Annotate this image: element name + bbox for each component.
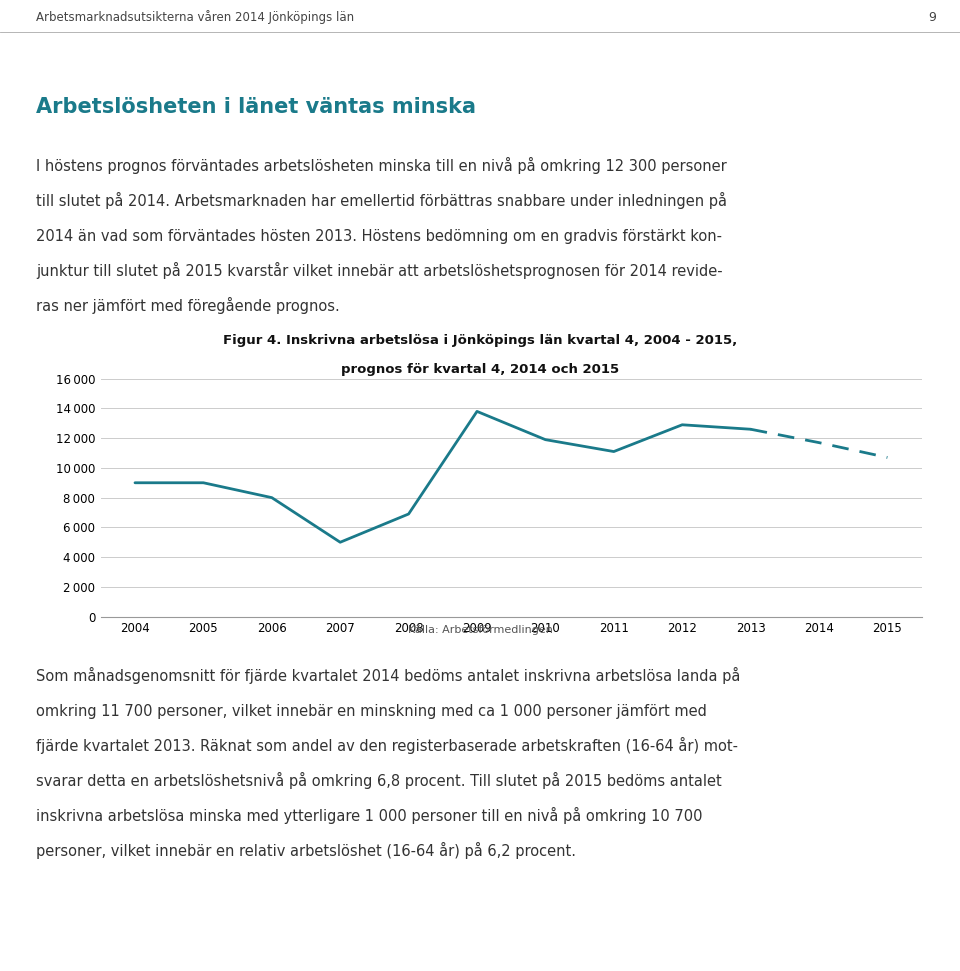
Text: Källa: Arbetsförmedlingen: Källa: Arbetsförmedlingen	[408, 625, 552, 635]
Text: omkring 11 700 personer, vilket innebär en minskning med ca 1 000 personer jämfö: omkring 11 700 personer, vilket innebär …	[36, 704, 708, 719]
Text: personer, vilket innebär en relativ arbetslöshet (16-64 år) på 6,2 procent.: personer, vilket innebär en relativ arbe…	[36, 842, 576, 858]
Text: svarar detta en arbetslöshetsnivå på omkring 6,8 procent. Till slutet på 2015 be: svarar detta en arbetslöshetsnivå på omk…	[36, 772, 722, 788]
Text: Arbetsmarknadsutsikterna våren 2014 Jönköpings län: Arbetsmarknadsutsikterna våren 2014 Jönk…	[36, 10, 354, 24]
Text: Som månadsgenomsnitt för fjärde kvartalet 2014 bedöms antalet inskrivna arbetslö: Som månadsgenomsnitt för fjärde kvartale…	[36, 667, 741, 684]
Text: inskrivna arbetslösa minska med ytterligare 1 000 personer till en nivå på omkri: inskrivna arbetslösa minska med ytterlig…	[36, 807, 703, 823]
Text: till slutet på 2014. Arbetsmarknaden har emellertid förbättras snabbare under in: till slutet på 2014. Arbetsmarknaden har…	[36, 192, 728, 209]
Text: fjärde kvartalet 2013. Räknat som andel av den registerbaserade arbetskraften (1: fjärde kvartalet 2013. Räknat som andel …	[36, 737, 738, 753]
Text: Figur 4. Inskrivna arbetslösa i Jönköpings län kvartal 4, 2004 - 2015,: Figur 4. Inskrivna arbetslösa i Jönköpin…	[223, 334, 737, 347]
Text: ras ner jämfört med föregående prognos.: ras ner jämfört med föregående prognos.	[36, 297, 340, 314]
Text: I höstens prognos förväntades arbetslösheten minska till en nivå på omkring 12 3: I höstens prognos förväntades arbetslösh…	[36, 157, 728, 174]
Text: 2014 än vad som förväntades hösten 2013. Höstens bedömning om en gradvis förstär: 2014 än vad som förväntades hösten 2013.…	[36, 229, 723, 244]
Text: Arbetslösheten i länet väntas minska: Arbetslösheten i länet väntas minska	[36, 97, 476, 117]
Text: junktur till slutet på 2015 kvarstår vilket innebär att arbetslöshetsprognosen f: junktur till slutet på 2015 kvarstår vil…	[36, 262, 723, 279]
Text: 9: 9	[928, 11, 936, 23]
Text: prognos för kvartal 4, 2014 och 2015: prognos för kvartal 4, 2014 och 2015	[341, 363, 619, 376]
